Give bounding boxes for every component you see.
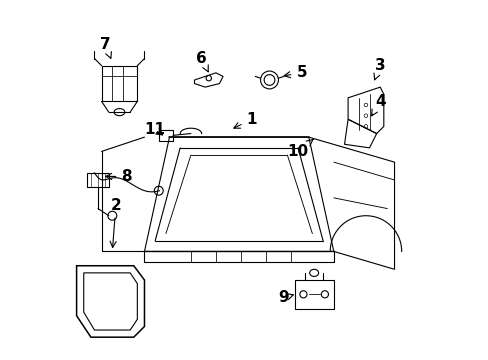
Bar xyxy=(87,173,108,187)
Text: 6: 6 xyxy=(196,51,208,72)
Text: 5: 5 xyxy=(284,65,306,80)
Text: 3: 3 xyxy=(373,58,385,80)
Text: 4: 4 xyxy=(371,94,385,116)
Text: 9: 9 xyxy=(278,291,293,305)
Text: 10: 10 xyxy=(287,139,313,159)
Text: 7: 7 xyxy=(100,37,111,58)
Text: 11: 11 xyxy=(144,122,165,138)
Text: 2: 2 xyxy=(110,198,121,247)
Text: 1: 1 xyxy=(233,112,256,128)
Text: 8: 8 xyxy=(105,169,132,184)
